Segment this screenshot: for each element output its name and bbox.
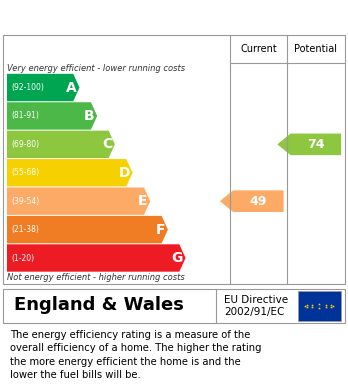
Bar xyxy=(298,291,341,321)
Text: A: A xyxy=(66,81,77,95)
Text: The energy efficiency rating is a measure of the
overall efficiency of a home. T: The energy efficiency rating is a measur… xyxy=(10,330,262,380)
Text: F: F xyxy=(156,222,165,237)
Text: 74: 74 xyxy=(307,138,325,151)
Text: 49: 49 xyxy=(250,195,267,208)
Polygon shape xyxy=(220,190,284,212)
Polygon shape xyxy=(7,187,150,215)
Text: England & Wales: England & Wales xyxy=(14,296,184,314)
Text: B: B xyxy=(84,109,94,123)
Text: Very energy efficient - lower running costs: Very energy efficient - lower running co… xyxy=(7,65,185,74)
Text: (1-20): (1-20) xyxy=(11,253,34,262)
Text: C: C xyxy=(102,137,112,151)
Text: D: D xyxy=(118,166,130,180)
Text: 2002/91/EC: 2002/91/EC xyxy=(224,307,285,317)
Text: (69-80): (69-80) xyxy=(11,140,39,149)
Polygon shape xyxy=(7,131,115,158)
Text: (81-91): (81-91) xyxy=(11,111,39,120)
Text: (21-38): (21-38) xyxy=(11,225,39,234)
Text: EU Directive: EU Directive xyxy=(224,295,288,305)
Text: (55-68): (55-68) xyxy=(11,168,39,177)
Polygon shape xyxy=(277,134,341,155)
Text: G: G xyxy=(172,251,183,265)
Polygon shape xyxy=(7,74,79,101)
Text: Energy Efficiency Rating: Energy Efficiency Rating xyxy=(10,9,220,23)
Text: Current: Current xyxy=(240,43,277,54)
Text: Potential: Potential xyxy=(294,43,337,54)
Polygon shape xyxy=(7,159,133,187)
Text: (92-100): (92-100) xyxy=(11,83,44,92)
Polygon shape xyxy=(7,216,168,243)
Polygon shape xyxy=(7,102,97,130)
Polygon shape xyxy=(7,244,185,272)
Text: (39-54): (39-54) xyxy=(11,197,39,206)
Text: E: E xyxy=(138,194,148,208)
Text: Not energy efficient - higher running costs: Not energy efficient - higher running co… xyxy=(7,273,185,282)
